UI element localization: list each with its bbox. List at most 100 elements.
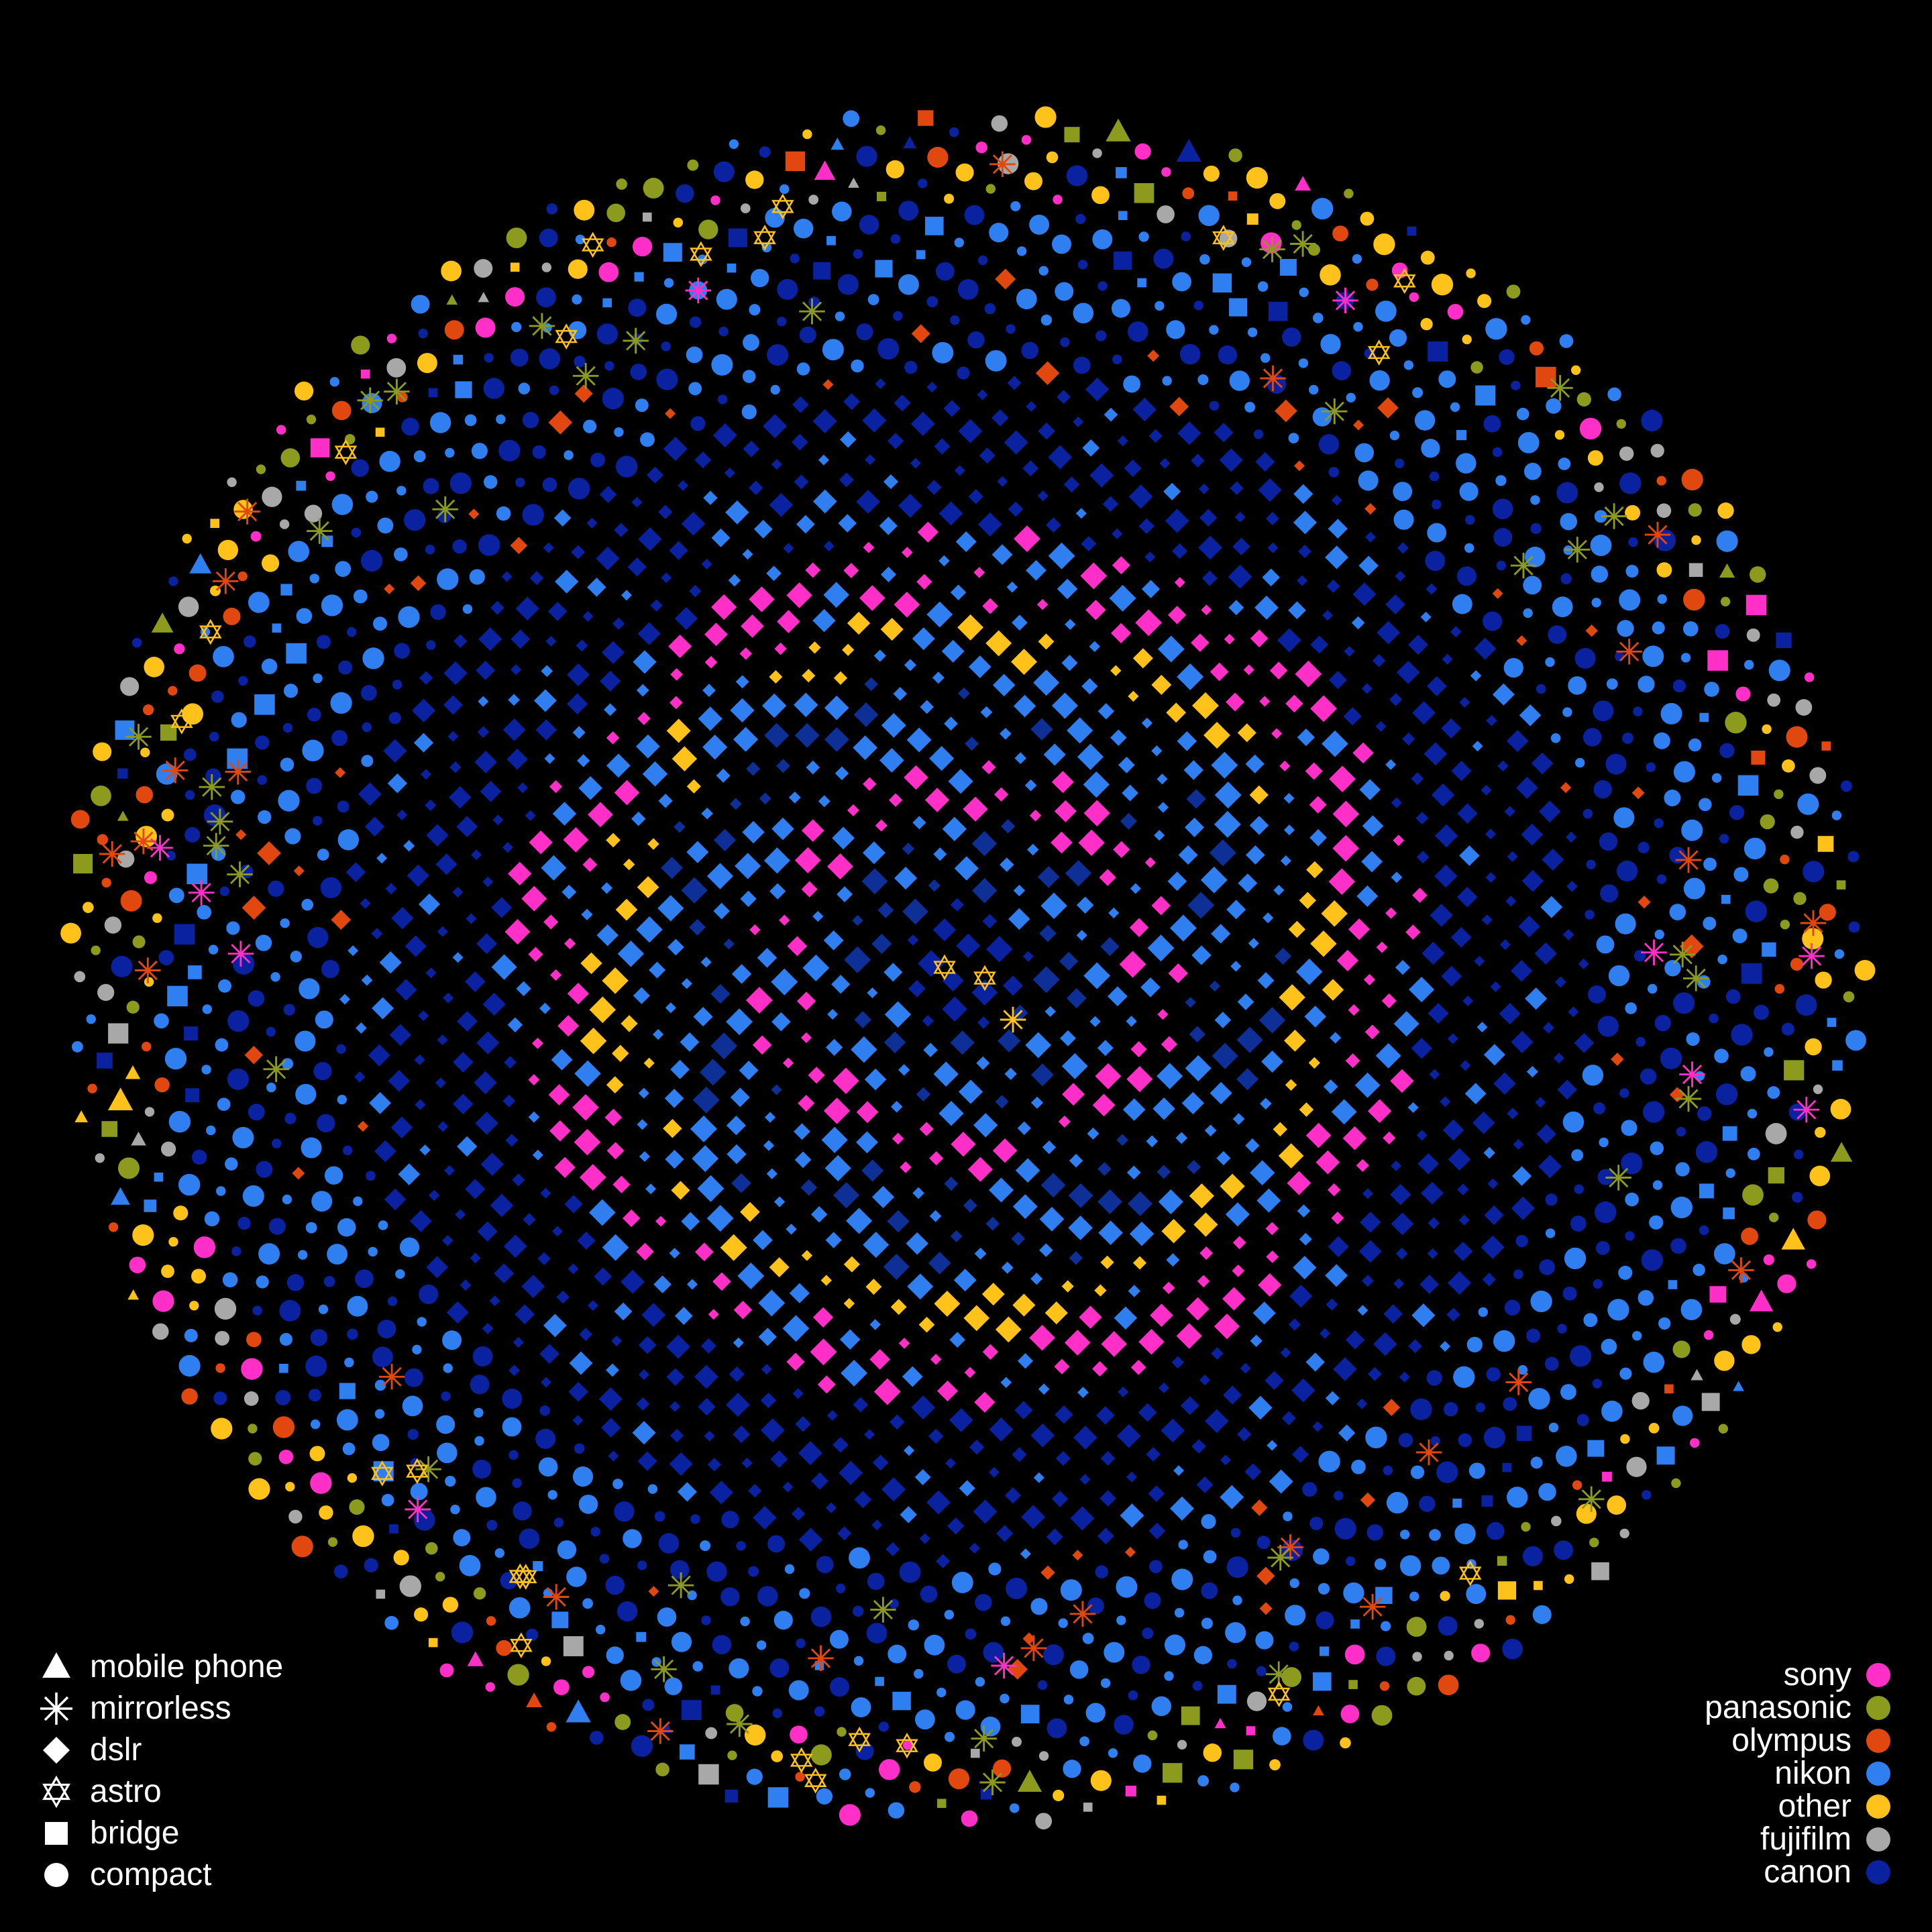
circle-mark	[402, 1395, 423, 1417]
diamond-mark	[606, 753, 631, 778]
circle-mark	[250, 531, 262, 542]
spiral-mark	[876, 191, 887, 201]
diamond-mark	[1021, 1505, 1046, 1529]
circle-mark	[219, 886, 230, 896]
diamond-mark	[421, 769, 431, 780]
spiral-mark	[544, 753, 555, 764]
diamond-mark	[677, 1482, 697, 1502]
circle-mark	[161, 1265, 174, 1279]
circle-mark	[899, 1561, 921, 1583]
circle-mark	[1393, 482, 1413, 501]
circle-mark	[1409, 292, 1419, 303]
diamond-mark	[1171, 543, 1188, 559]
diamond-mark	[1138, 1328, 1165, 1355]
spiral-mark	[392, 680, 402, 690]
diamond-mark	[1152, 1097, 1175, 1120]
diamond-mark	[1029, 809, 1042, 822]
spiral-mark	[1055, 1450, 1071, 1466]
circle-mark	[1586, 859, 1596, 869]
diamond-mark	[733, 1301, 753, 1320]
spiral-mark	[926, 601, 953, 628]
circle-mark	[211, 690, 224, 703]
spiral-mark	[1399, 1555, 1421, 1576]
diamond-mark	[1361, 683, 1373, 694]
diamond-mark	[1077, 743, 1104, 770]
spiral-mark	[1556, 1446, 1577, 1467]
spiral-mark	[515, 1304, 535, 1325]
diamond-mark	[674, 1307, 693, 1326]
spiral-mark	[1538, 800, 1561, 823]
circle-mark	[1523, 462, 1542, 480]
circle-mark	[1654, 1014, 1671, 1032]
circle-mark	[1483, 611, 1503, 631]
spiral-mark	[752, 1035, 772, 1055]
spiral-mark	[1212, 1042, 1238, 1069]
circle-mark	[1635, 1036, 1646, 1047]
circle-mark	[948, 1768, 970, 1790]
circle-mark	[154, 1077, 170, 1093]
spiral-mark	[1784, 1060, 1805, 1081]
diamond-mark	[1026, 559, 1046, 581]
spiral-mark	[1377, 621, 1401, 645]
spiral-mark	[839, 1460, 863, 1485]
spiral-mark	[963, 796, 988, 822]
spiral-mark	[1068, 1183, 1093, 1208]
circle-mark	[1556, 1446, 1577, 1467]
spiral-mark	[1180, 1396, 1199, 1415]
spiral-mark	[670, 1428, 684, 1443]
diamond-mark	[782, 1481, 794, 1493]
spiral-mark	[469, 569, 485, 585]
spiral-mark	[1246, 1691, 1267, 1711]
spiral-mark	[1767, 1086, 1780, 1099]
spiral-mark	[1450, 626, 1462, 638]
diamond-mark	[1405, 924, 1421, 940]
circle-mark	[282, 1194, 292, 1205]
square-mark	[1699, 712, 1709, 722]
spiral-mark	[1618, 1265, 1633, 1280]
circle-mark	[1682, 621, 1699, 637]
diamond-mark	[1157, 1063, 1183, 1089]
diamond-mark	[1175, 1132, 1188, 1144]
spiral-mark	[853, 702, 879, 727]
spiral-mark	[1673, 761, 1695, 783]
spiral-mark	[665, 1149, 684, 1169]
spiral-mark	[1077, 743, 1104, 770]
spiral-mark	[1191, 1439, 1206, 1454]
spiral-mark	[988, 1562, 1002, 1576]
spiral-mark	[948, 769, 973, 794]
diamond-mark	[658, 794, 673, 808]
square-mark	[1668, 1280, 1678, 1289]
diamond-mark	[665, 1002, 676, 1014]
spiral-mark	[387, 1296, 398, 1306]
circle-mark	[502, 1417, 522, 1437]
diamond-mark	[730, 698, 755, 723]
spiral-mark	[1518, 915, 1540, 938]
spiral-mark	[535, 719, 557, 741]
spiral-mark	[1325, 1264, 1348, 1287]
circle-mark	[230, 790, 246, 804]
diamond-mark	[926, 382, 938, 393]
circle-mark	[1570, 1216, 1587, 1232]
diamond-mark	[447, 731, 459, 742]
spiral-mark	[1232, 1113, 1245, 1125]
diamond-mark	[474, 751, 498, 773]
spiral-mark	[1619, 446, 1634, 461]
circle-mark	[957, 279, 979, 300]
spiral-mark	[919, 1122, 934, 1136]
spiral-mark	[596, 323, 619, 345]
spiral-mark	[1352, 582, 1377, 606]
spiral-mark	[1192, 692, 1219, 719]
spiral-mark	[1709, 1286, 1727, 1303]
spiral-mark	[853, 735, 878, 760]
spiral-mark	[519, 1528, 540, 1549]
spiral-mark	[1055, 282, 1074, 301]
spiral-mark	[774, 642, 787, 655]
circle-mark	[445, 1475, 456, 1487]
circle-mark	[1075, 213, 1086, 225]
spiral-mark	[942, 816, 967, 841]
spiral-mark	[117, 810, 129, 821]
spiral-mark	[728, 228, 747, 248]
spiral-mark	[813, 262, 831, 280]
diamond-mark	[537, 1252, 551, 1266]
circle-mark	[1162, 376, 1172, 386]
